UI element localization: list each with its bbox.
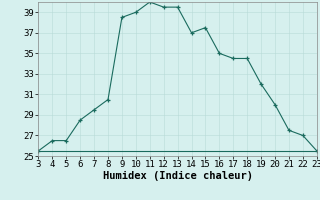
X-axis label: Humidex (Indice chaleur): Humidex (Indice chaleur) [103, 171, 252, 181]
